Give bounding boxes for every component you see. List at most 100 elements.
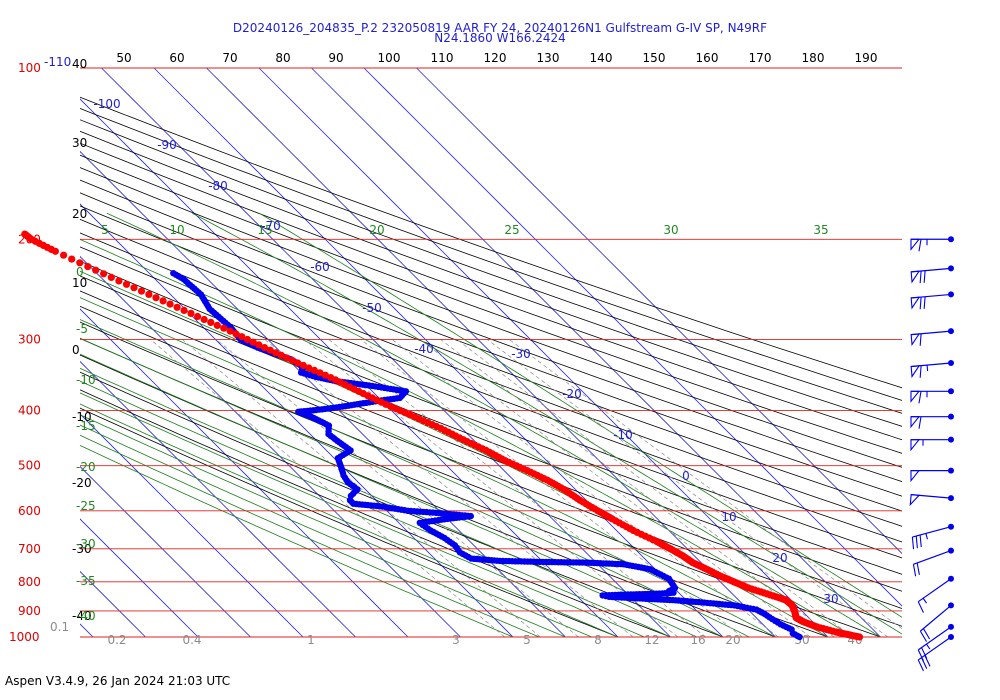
isotherm-label: 10 xyxy=(721,510,736,524)
theta-label: 160 xyxy=(696,51,719,65)
mixing-ratio-label: 20 xyxy=(725,633,740,647)
moist-adiabat-line xyxy=(80,414,592,638)
dry-adiabat-line xyxy=(80,305,902,627)
left-green-label: 0 xyxy=(76,265,84,279)
top-left-label: -110 xyxy=(44,55,71,69)
bottom-left-label: 0.1 xyxy=(50,620,69,634)
dry-adiabat-line xyxy=(80,275,902,592)
wind-barb xyxy=(912,547,954,577)
mixing-ratio-line xyxy=(419,339,811,638)
dry-adiabat-line xyxy=(80,154,902,454)
temperature-point xyxy=(159,297,167,305)
left-axis-label: -20 xyxy=(72,476,92,490)
temperature-point xyxy=(92,266,100,274)
moist-adiabat-label: 30 xyxy=(663,223,678,237)
isotherm-label: 0 xyxy=(682,469,690,483)
mixing-ratio-label: 0.4 xyxy=(182,633,201,647)
temperature-point xyxy=(145,290,153,298)
temperature-point xyxy=(213,321,221,329)
mixing-ratio-line xyxy=(264,339,634,638)
theta-label: 150 xyxy=(643,51,666,65)
wind-barb xyxy=(910,236,954,252)
mixing-ratio-label: 16 xyxy=(690,633,705,647)
theta-label: 80 xyxy=(275,51,290,65)
moist-adiabat-line xyxy=(106,212,881,638)
temperature-point xyxy=(107,273,115,281)
mixing-ratio-label: 5 xyxy=(523,633,531,647)
temperature-point xyxy=(243,335,252,344)
dry-adiabat-line xyxy=(80,119,902,414)
pressure-label: 100 xyxy=(18,61,41,75)
temperature-point xyxy=(255,341,263,349)
temperature-point xyxy=(100,270,108,278)
mixing-ratio-line xyxy=(360,339,743,638)
isotherm-label: -10 xyxy=(613,428,633,442)
temperature-point xyxy=(173,303,181,311)
theta-label: 180 xyxy=(802,51,825,65)
dry-adiabat-line xyxy=(80,260,902,575)
isotherm-label: -100 xyxy=(93,97,120,111)
moist-adiabat-line xyxy=(80,297,802,638)
wind-barb xyxy=(910,436,954,452)
wind-barb xyxy=(910,413,954,429)
pressure-label: 1000 xyxy=(9,630,40,644)
mixing-ratio-line xyxy=(304,339,679,638)
wind-barb xyxy=(917,575,954,613)
wind-barb xyxy=(910,265,954,284)
moist-adiabat-line xyxy=(80,434,540,638)
dry-adiabat-line xyxy=(80,130,902,427)
temperature-point xyxy=(194,312,202,321)
theta-label: 170 xyxy=(749,51,772,65)
moist-adiabat-line xyxy=(80,444,514,638)
dry-adiabat-line xyxy=(80,389,671,638)
theta-label: 50 xyxy=(116,51,131,65)
pressure-label: 400 xyxy=(18,404,41,418)
mixing-ratio-line xyxy=(456,339,854,638)
isotherm-line xyxy=(363,67,902,607)
temperature-point xyxy=(238,333,246,341)
temperature-point xyxy=(122,280,131,288)
temperature-point xyxy=(180,306,188,314)
isotherm-line xyxy=(416,67,902,555)
isotherm-line xyxy=(80,360,356,638)
isotherm-line xyxy=(80,98,619,638)
temperature-point xyxy=(321,371,329,379)
moist-adiabat-line xyxy=(80,392,645,638)
isotherm-line xyxy=(101,67,671,638)
isotherm-line xyxy=(311,67,881,638)
isotherm-line xyxy=(153,67,724,638)
isotherm-label: -30 xyxy=(511,347,531,361)
wind-barb xyxy=(910,328,954,347)
chart-subtitle: N24.1860 W166.2424 xyxy=(434,31,566,45)
dewpoint-series xyxy=(170,270,803,641)
pressure-label: 600 xyxy=(18,504,41,518)
pressure-label: 800 xyxy=(18,575,41,589)
dry-adiabat-line xyxy=(80,321,881,638)
pressure-label: 900 xyxy=(18,604,41,618)
dry-adiabat-line xyxy=(80,246,902,559)
pressure-label: 300 xyxy=(18,332,41,346)
moist-adiabat-line xyxy=(192,212,902,635)
temperature-point xyxy=(152,294,160,302)
wind-barb xyxy=(910,360,954,379)
dry-adiabat-line xyxy=(80,337,829,638)
mixing-ratio-line xyxy=(487,339,889,638)
moist-adiabat-label: 5 xyxy=(101,223,109,237)
left-green-label: -30 xyxy=(76,537,96,551)
temperature-point xyxy=(232,330,240,338)
temperature-point xyxy=(283,354,291,362)
dry-adiabat-line xyxy=(80,354,776,638)
dry-adiabat-line xyxy=(80,218,902,527)
wind-barb xyxy=(910,467,954,483)
moist-adiabat-label: 35 xyxy=(813,223,828,237)
dewpoint-point xyxy=(170,270,177,277)
temperature-point xyxy=(288,356,296,365)
wind-barb xyxy=(917,634,954,672)
pressure-label: 500 xyxy=(18,459,41,473)
left-axis-label: -10 xyxy=(72,410,92,424)
temperature-point xyxy=(249,338,257,346)
temperature-point xyxy=(130,284,138,292)
isotherm-label: -60 xyxy=(310,260,330,274)
isotherm-label: -40 xyxy=(414,342,434,356)
mixing-ratio-line xyxy=(150,339,505,638)
